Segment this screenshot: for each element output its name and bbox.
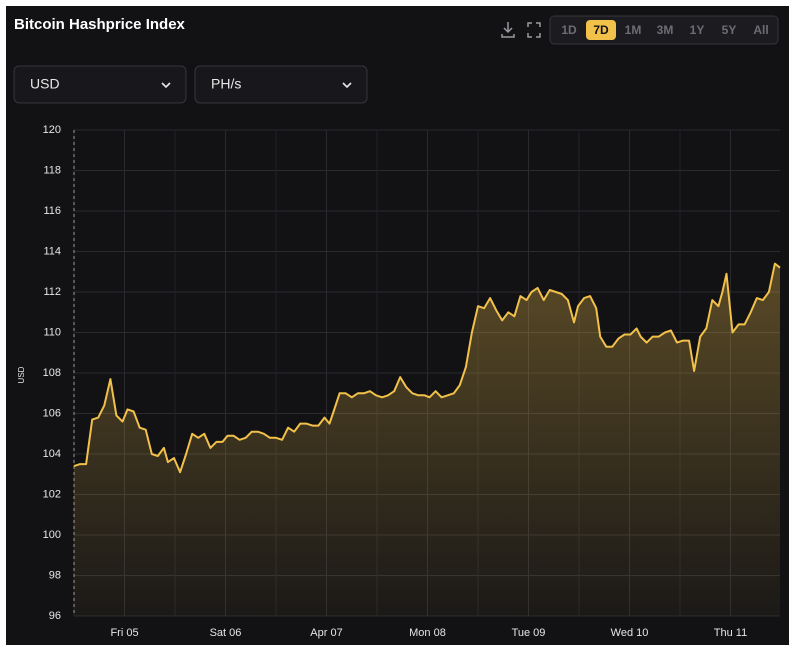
y-axis-label: USD [17, 366, 26, 383]
range-button-label: 1D [561, 23, 577, 37]
widget-title: Bitcoin Hashprice Index [14, 16, 186, 33]
y-tick-label: 118 [43, 164, 61, 176]
y-tick-label: 98 [49, 569, 61, 581]
fullscreen-icon[interactable] [527, 22, 541, 38]
x-tick-label: Wed 10 [611, 627, 649, 639]
x-tick-label: Sat 06 [210, 627, 242, 639]
y-tick-label: 102 [43, 488, 61, 500]
chevron [161, 82, 171, 89]
area [74, 263, 780, 616]
y-tick-label: 116 [43, 205, 61, 217]
y-tick-label: 120 [43, 124, 61, 136]
y-tick-label: 106 [43, 407, 61, 419]
download-icon[interactable] [501, 22, 515, 38]
y-tick-label: 110 [43, 326, 61, 338]
dropdown-label: USD [30, 76, 60, 92]
chevron [342, 82, 352, 89]
x-tick-label: Apr 07 [310, 627, 342, 639]
range-button-label: 1M [625, 23, 642, 37]
y-tick-label: 100 [43, 529, 61, 541]
range-button-label: 1Y [690, 23, 705, 37]
range-button[interactable] [586, 20, 616, 40]
range-button-label: 7D [593, 23, 609, 37]
range-button-label: 5Y [722, 23, 737, 37]
y-tick-label: 108 [43, 367, 61, 379]
x-tick-label: Mon 08 [409, 627, 446, 639]
line [73, 262, 781, 474]
currency-dropdown[interactable] [13, 65, 187, 104]
range-button-label: 3M [657, 23, 674, 37]
unit-dropdown[interactable] [194, 65, 368, 104]
x-tick-label: Fri 05 [110, 627, 138, 639]
range-button-label: All [753, 23, 768, 37]
x-tick-label: Thu 11 [714, 627, 747, 639]
y-tick-label: 112 [43, 286, 61, 298]
y-tick-label: 114 [43, 245, 61, 257]
x-tick-label: Tue 09 [512, 627, 546, 639]
y-tick-label: 96 [49, 610, 61, 622]
y-tick-label: 104 [43, 448, 61, 460]
dropdown-label: PH/s [211, 76, 241, 92]
